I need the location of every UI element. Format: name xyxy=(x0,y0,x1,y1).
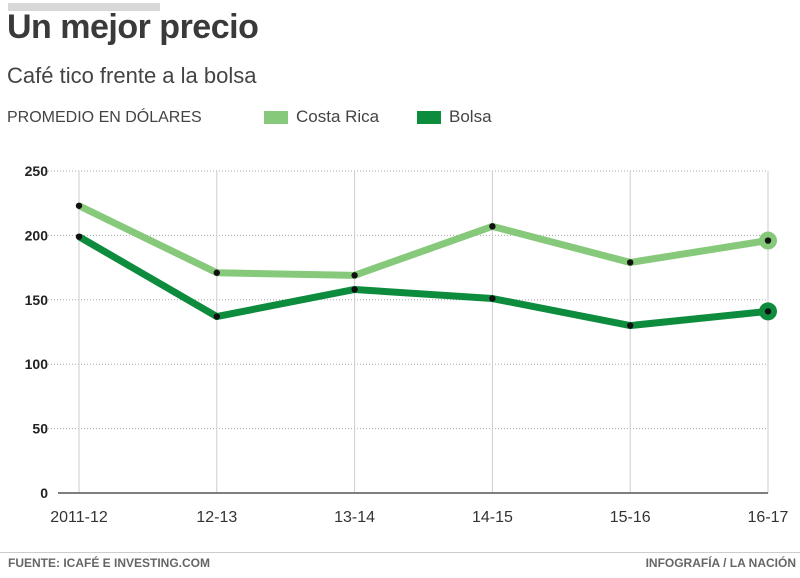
x-tick-label: 2011-12 xyxy=(50,509,108,526)
series-line-bolsa xyxy=(77,233,769,330)
chart-title: Un mejor precio xyxy=(7,8,259,46)
y-tick-label: 100 xyxy=(25,356,49,372)
x-tick-label: 12-13 xyxy=(196,509,237,526)
data-point xyxy=(627,322,634,329)
data-point xyxy=(351,272,358,279)
y-tick-label: 150 xyxy=(25,292,49,308)
data-point xyxy=(489,295,496,302)
legend-bolsa: Bolsa xyxy=(417,107,492,127)
data-point xyxy=(75,233,83,240)
data-point xyxy=(489,223,496,230)
x-tick-label: 14-15 xyxy=(472,509,513,526)
data-point xyxy=(351,286,358,293)
data-point xyxy=(627,259,634,266)
legend-label: Costa Rica xyxy=(296,107,380,126)
footer-source: FUENTE: ICAFÉ E INVESTING.COM xyxy=(8,556,211,570)
x-tick-label: 13-14 xyxy=(334,509,375,526)
legend-swatch xyxy=(417,110,441,124)
data-point xyxy=(213,313,220,320)
series-line-costa-rica xyxy=(77,202,769,279)
legend-costa-rica: Costa Rica xyxy=(264,107,379,127)
title-accent-bar xyxy=(8,3,160,11)
legend-label: Bolsa xyxy=(449,107,492,126)
x-tick-label: 15-16 xyxy=(610,509,651,526)
x-tick-label: 16-17 xyxy=(748,509,789,526)
chart-subtitle: Café tico frente a la bolsa xyxy=(7,63,257,88)
y-tick-label: 250 xyxy=(25,163,49,179)
legend-swatch xyxy=(264,110,288,124)
y-tick-label: 200 xyxy=(25,227,49,243)
data-point xyxy=(75,202,83,209)
data-point xyxy=(213,269,220,276)
data-point xyxy=(764,308,772,315)
y-tick-label: 0 xyxy=(40,485,48,501)
y-tick-label: 50 xyxy=(32,421,48,437)
footer-divider xyxy=(0,552,800,553)
data-point xyxy=(764,237,772,244)
y-axis-label: PROMEDIO EN DÓLARES xyxy=(7,109,202,126)
footer-credit: INFOGRAFÍA / LA NACIÓN xyxy=(645,556,796,570)
